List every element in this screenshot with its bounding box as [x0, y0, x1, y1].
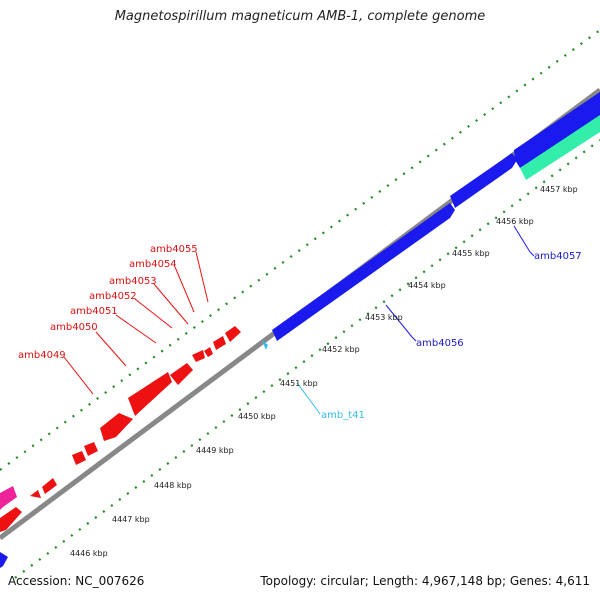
scale-label: 4450 kbp [238, 412, 276, 421]
map-title: Magnetospirillum magneticum AMB-1, compl… [114, 9, 486, 24]
gene-rrna[interactable] [520, 115, 600, 180]
gene-amb4051[interactable] [170, 363, 193, 385]
inner-tick-track [14, 139, 600, 579]
gene-label-amb4052[interactable]: amb4052 [89, 291, 137, 302]
gene-amb-t41[interactable] [262, 340, 268, 350]
gene-label-amb4050[interactable]: amb4050 [50, 322, 98, 333]
gene-amb4054[interactable] [213, 336, 226, 350]
reverse-genes [0, 326, 241, 532]
scale-label: 4448 kbp [154, 481, 192, 490]
scale-label: 4454 kbp [408, 281, 446, 290]
scale-label: 4452 kbp [322, 345, 360, 354]
gene-amb4056[interactable] [272, 203, 455, 341]
scale-label: 4456 kbp [496, 217, 534, 226]
gene-label-amb4051[interactable]: amb4051 [70, 306, 118, 317]
gene-amb4056b[interactable] [450, 153, 517, 208]
genome-summary-text: Topology: circular; Length: 4,967,148 bp… [260, 574, 590, 588]
gene-amb4057[interactable] [514, 92, 600, 168]
forward-genes [0, 92, 600, 568]
scale-label: 4446 kbp [70, 549, 108, 558]
scale-label: 4449 kbp [196, 446, 234, 455]
scale-label: 4451 kbp [280, 379, 318, 388]
gene-amb4055[interactable] [225, 326, 241, 342]
gene-amb4053[interactable] [204, 347, 213, 357]
gene-label-amb4057[interactable]: amb4057 [534, 251, 582, 262]
gene-red-e[interactable] [0, 507, 22, 532]
scale-label: 4453 kbp [365, 313, 403, 322]
gene-label-amb4056[interactable]: amb4056 [416, 338, 464, 349]
gene-amb4050[interactable] [128, 372, 172, 416]
gene-label-amb4053[interactable]: amb4053 [109, 276, 157, 287]
gene-red-b[interactable] [84, 442, 98, 456]
gene-red-c[interactable] [30, 490, 41, 498]
gene-red-a[interactable] [72, 451, 86, 465]
accession-text: Accession: NC_007626 [8, 574, 145, 588]
gene-label-amb-t41[interactable]: amb_t41 [321, 410, 365, 421]
gene-amb4049[interactable] [100, 413, 133, 441]
outer-tick-track [0, 29, 600, 471]
gene-labels: amb4049 amb4050 amb4051 amb4052 amb4053 … [18, 244, 582, 421]
gene-red-d[interactable] [42, 478, 57, 494]
gene-amb4052[interactable] [192, 350, 205, 362]
gene-edge-left[interactable] [0, 552, 8, 568]
gene-other[interactable] [0, 486, 17, 510]
gene-label-amb4054[interactable]: amb4054 [129, 259, 177, 270]
gene-label-amb4055[interactable]: amb4055 [150, 244, 198, 255]
scale-labels: 4446 kbp 4447 kbp 4448 kbp 4449 kbp 4450… [70, 185, 578, 558]
gene-label-amb4049[interactable]: amb4049 [18, 350, 66, 361]
scale-label: 4447 kbp [112, 515, 150, 524]
label-leaders [63, 225, 535, 415]
scale-label: 4455 kbp [452, 249, 490, 258]
scale-label: 4457 kbp [540, 185, 578, 194]
